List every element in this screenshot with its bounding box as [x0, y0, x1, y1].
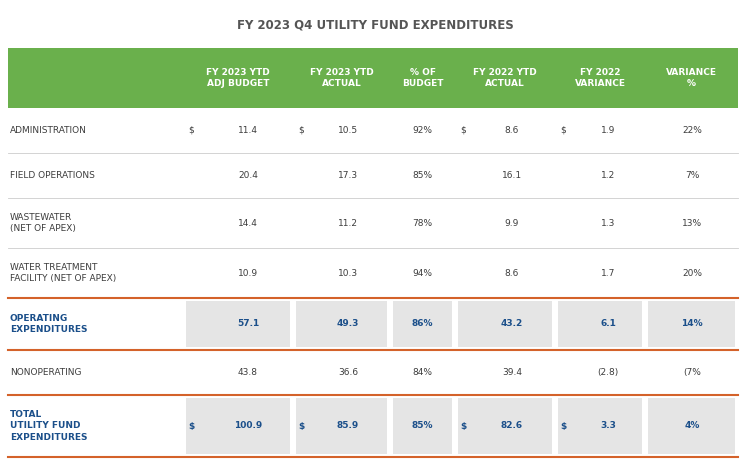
Text: 3.3: 3.3 [600, 422, 616, 431]
Text: 49.3: 49.3 [337, 320, 359, 329]
Bar [648, 398, 735, 454]
Text: 43.8: 43.8 [238, 368, 258, 377]
Text: 22%: 22% [682, 126, 702, 135]
Text: 4%: 4% [684, 422, 700, 431]
Text: $: $ [460, 126, 466, 135]
Text: (7%: (7% [683, 368, 701, 377]
Text: 36.6: 36.6 [338, 368, 358, 377]
Text: TOTAL
UTILITY FUND
EXPENDITURES: TOTAL UTILITY FUND EXPENDITURES [10, 411, 88, 442]
Text: 85.9: 85.9 [337, 422, 359, 431]
Text: 16.1: 16.1 [502, 171, 522, 180]
Text: FY 2022
VARIANCE: FY 2022 VARIANCE [574, 68, 626, 88]
Text: % OF
BUDGET: % OF BUDGET [402, 68, 443, 88]
Bar [186, 398, 290, 454]
Text: 17.3: 17.3 [338, 171, 358, 180]
Bar [296, 398, 387, 454]
Text: 43.2: 43.2 [501, 320, 524, 329]
Text: OPERATING
EXPENDITURES: OPERATING EXPENDITURES [10, 314, 88, 334]
Text: 57.1: 57.1 [237, 320, 260, 329]
Text: FY 2023 YTD
ADJ BUDGET: FY 2023 YTD ADJ BUDGET [206, 68, 270, 88]
Bar [458, 301, 552, 347]
Text: 82.6: 82.6 [501, 422, 523, 431]
Bar [558, 398, 642, 454]
Text: FIELD OPERATIONS: FIELD OPERATIONS [10, 171, 94, 180]
Text: 1.3: 1.3 [601, 219, 615, 227]
Text: FY 2022 YTD
ACTUAL: FY 2022 YTD ACTUAL [473, 68, 537, 88]
Text: 11.4: 11.4 [238, 126, 258, 135]
Text: $: $ [560, 422, 566, 431]
Text: $: $ [188, 126, 194, 135]
Text: VARIANCE
%: VARIANCE % [666, 68, 717, 88]
Bar [296, 301, 387, 347]
Text: 10.3: 10.3 [338, 268, 358, 277]
Text: 84%: 84% [412, 368, 432, 377]
Text: $: $ [460, 422, 466, 431]
Text: 13%: 13% [682, 219, 702, 227]
Text: 8.6: 8.6 [505, 268, 519, 277]
Text: 14.4: 14.4 [238, 219, 258, 227]
Text: 10.5: 10.5 [338, 126, 358, 135]
Text: 7%: 7% [685, 171, 699, 180]
Text: FY 2023 YTD
ACTUAL: FY 2023 YTD ACTUAL [310, 68, 374, 88]
Bar [186, 301, 290, 347]
Text: 14%: 14% [681, 320, 703, 329]
Text: ADMINISTRATION: ADMINISTRATION [10, 126, 87, 135]
Bar [558, 301, 642, 347]
Bar [393, 301, 452, 347]
Text: 39.4: 39.4 [502, 368, 522, 377]
Text: $: $ [188, 422, 194, 431]
Text: 9.9: 9.9 [505, 219, 519, 227]
Text: 78%: 78% [412, 219, 432, 227]
Text: NONOPERATING: NONOPERATING [10, 368, 82, 377]
Text: $: $ [298, 126, 304, 135]
Text: 20.4: 20.4 [238, 171, 258, 180]
Text: 100.9: 100.9 [234, 422, 262, 431]
Text: 85%: 85% [412, 171, 432, 180]
Text: 94%: 94% [412, 268, 432, 277]
Bar [8, 48, 738, 108]
Text: FY 2023 Q4 UTILITY FUND EXPENDITURES: FY 2023 Q4 UTILITY FUND EXPENDITURES [237, 18, 513, 31]
Text: 86%: 86% [411, 320, 433, 329]
Text: 1.2: 1.2 [601, 171, 615, 180]
Text: 1.9: 1.9 [601, 126, 615, 135]
Text: $: $ [298, 422, 304, 431]
Text: WATER TREATMENT
FACILITY (NET OF APEX): WATER TREATMENT FACILITY (NET OF APEX) [10, 263, 116, 283]
Text: 8.6: 8.6 [505, 126, 519, 135]
Text: (2.8): (2.8) [597, 368, 619, 377]
Text: 1.7: 1.7 [601, 268, 615, 277]
Text: 6.1: 6.1 [600, 320, 616, 329]
Bar [458, 398, 552, 454]
Text: 11.2: 11.2 [338, 219, 358, 227]
Bar [648, 301, 735, 347]
Text: WASTEWATER
(NET OF APEX): WASTEWATER (NET OF APEX) [10, 213, 76, 233]
Bar [393, 398, 452, 454]
Text: 10.9: 10.9 [238, 268, 258, 277]
Text: 85%: 85% [411, 422, 433, 431]
Text: 20%: 20% [682, 268, 702, 277]
Text: $: $ [560, 126, 566, 135]
Text: 92%: 92% [412, 126, 432, 135]
